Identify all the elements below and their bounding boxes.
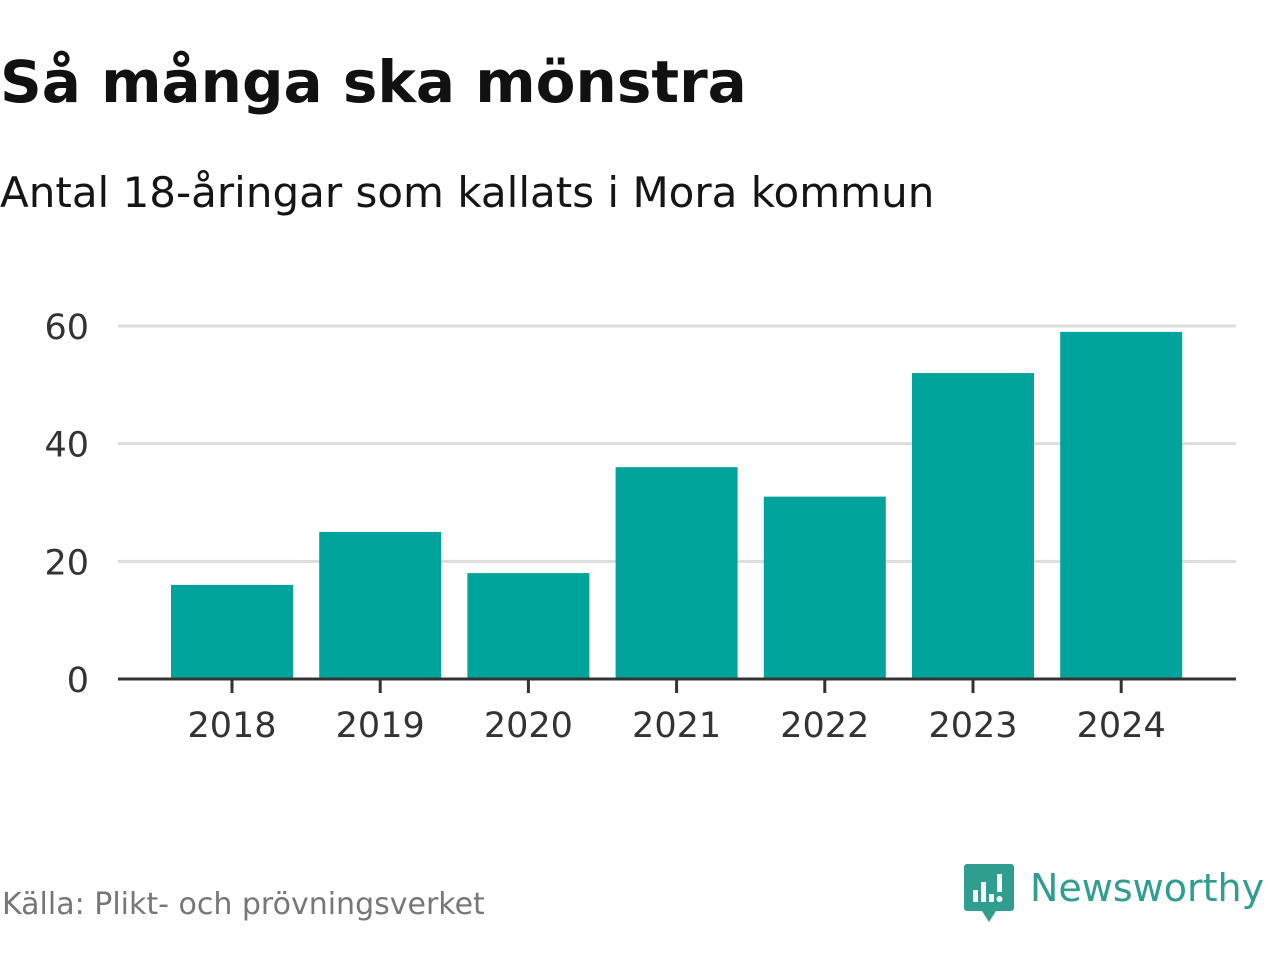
bars	[171, 331, 1183, 679]
x-axis	[118, 677, 1236, 693]
bar	[171, 584, 293, 679]
x-tick-label: 2022	[780, 706, 869, 746]
x-tick-label: 2020	[484, 706, 573, 746]
bar	[467, 573, 590, 679]
y-tick-label: 0	[67, 661, 89, 701]
x-tick-label: 2023	[928, 706, 1017, 746]
x-tick-label: 2021	[632, 706, 721, 746]
y-tick-label: 60	[44, 308, 89, 348]
x-tick-label: 2019	[336, 706, 425, 746]
x-tick-label: 2024	[1077, 706, 1166, 746]
source-note: Källa: Plikt- och prövningsverket	[2, 887, 485, 922]
newsworthy-logo-icon	[964, 864, 1014, 922]
newsworthy-logo[interactable]: Newsworthy	[964, 862, 1264, 926]
y-tick-label: 20	[44, 543, 89, 583]
chart-subtitle: Antal 18-åringar som kallats i Mora komm…	[0, 168, 935, 217]
bar	[763, 496, 886, 679]
bar	[1060, 331, 1183, 679]
brand-name: Newsworthy	[1030, 866, 1265, 910]
x-axis-tick-labels: 2018 2019 2020 2021 2022 2023 2024	[187, 706, 1165, 746]
chart-title: Så många ska mönstra	[0, 48, 747, 116]
x-tick-label: 2018	[187, 706, 276, 746]
bar	[319, 531, 442, 679]
bar	[912, 373, 1034, 679]
bar	[615, 467, 738, 679]
y-axis-tick-labels: 0 20 40 60	[44, 308, 89, 701]
y-tick-label: 40	[44, 426, 89, 466]
